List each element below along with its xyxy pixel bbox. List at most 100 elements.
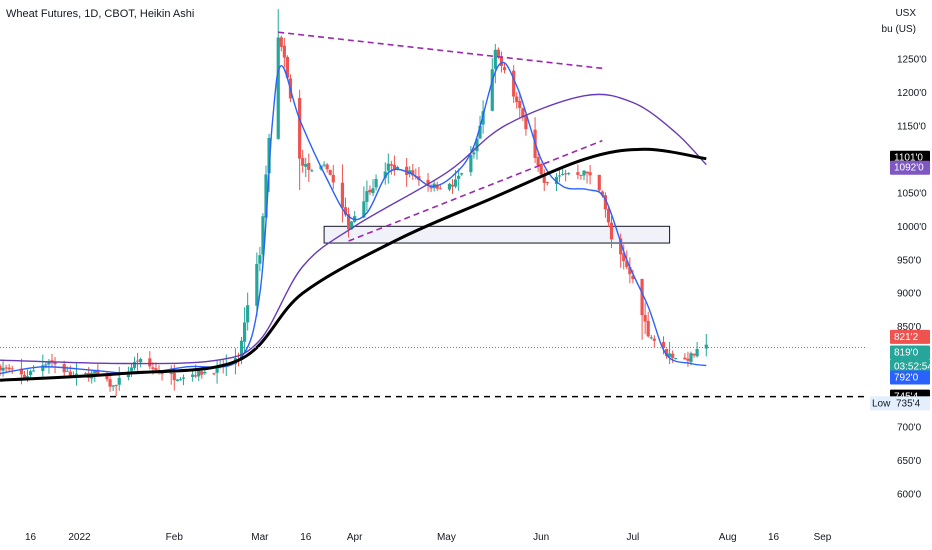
candle-body <box>197 370 201 377</box>
time-tick-label: 2022 <box>68 532 91 543</box>
candle-body <box>365 191 369 202</box>
countdown-tag-bg <box>890 359 930 374</box>
moving-averages-layer <box>0 61 707 382</box>
low-marker: Low 735'4 <box>870 396 930 411</box>
price-tick-label: 600'0 <box>897 490 922 501</box>
candle-body <box>429 186 433 189</box>
low-label: Low <box>872 398 891 409</box>
time-axis: 16 2022 Feb Mar 16 Apr May Jun Jul Aug 16 Sep <box>25 532 832 543</box>
candle-body <box>383 171 387 178</box>
candle-body <box>524 116 528 130</box>
candle-body <box>499 56 504 67</box>
time-tick-label: May <box>437 532 456 543</box>
candle-body <box>652 338 656 341</box>
time-tick-label: 16 <box>25 532 37 543</box>
countdown-tag-text: 03:52:54 <box>894 361 932 372</box>
candle-body <box>151 367 155 369</box>
candle-body <box>539 164 543 175</box>
price-tick-label: 700'0 <box>897 423 922 434</box>
candle-body <box>472 152 476 155</box>
candle-body <box>557 175 562 177</box>
price-tag-fast-ma: 792'0 <box>890 370 930 385</box>
candle-body <box>405 166 409 176</box>
time-tick-label: 16 <box>300 532 312 543</box>
candle-body <box>114 384 118 387</box>
mid-ma-line <box>0 93 707 365</box>
slow-ma-line <box>0 147 707 382</box>
candle-body <box>172 372 176 381</box>
candle-body <box>411 170 415 176</box>
candle-body <box>328 169 332 175</box>
candle-body <box>628 267 632 275</box>
time-tick-label: Sep <box>814 532 832 543</box>
candle-body <box>606 208 611 223</box>
candle-body <box>340 182 345 208</box>
candle-body <box>307 163 311 170</box>
candle-body <box>68 371 72 376</box>
candle-body <box>386 163 390 171</box>
candle-body <box>490 69 494 111</box>
candle-body <box>322 164 326 166</box>
candle-body <box>554 176 559 184</box>
countdown-tag: 03:52:54 <box>890 359 932 374</box>
candle-body <box>622 253 626 262</box>
price-tag-mid-ma-bg <box>890 160 930 175</box>
candle-body <box>661 342 666 348</box>
candle-body <box>683 357 687 360</box>
candle-body <box>478 125 482 139</box>
candle-body <box>28 371 33 376</box>
candles-layer <box>0 9 708 397</box>
candle-body <box>603 195 607 210</box>
candle-body <box>469 155 473 173</box>
trendline <box>348 139 603 242</box>
candle-body <box>686 358 690 361</box>
candle-body <box>117 377 121 385</box>
candle-body <box>567 173 571 175</box>
candle-body <box>350 221 354 230</box>
candle-body <box>0 365 2 371</box>
candle-body <box>246 305 250 323</box>
price-tick-label: 1050'0 <box>897 188 927 199</box>
candle-body <box>84 373 88 375</box>
candle-body <box>264 174 268 218</box>
candle-body <box>346 214 351 230</box>
candle-body <box>521 108 525 118</box>
candle-body <box>453 179 458 187</box>
candle-body <box>643 314 647 322</box>
time-tick-label: Feb <box>166 532 184 543</box>
price-tag-high: 821'2 <box>890 329 930 344</box>
candle-body <box>689 353 693 362</box>
candle-body <box>215 366 219 373</box>
candle-body <box>255 263 259 306</box>
candle-body <box>191 374 195 377</box>
candle-body <box>203 371 207 374</box>
candle-body <box>169 373 173 375</box>
price-tick-label: 850'0 <box>897 322 922 333</box>
candle-body <box>310 170 314 172</box>
price-tag-fast-ma-bg <box>890 370 930 385</box>
candle-body <box>129 367 134 371</box>
price-tick-label: 1150'0 <box>897 121 926 132</box>
candle-body <box>258 255 262 264</box>
time-tick-label: Aug <box>719 532 737 543</box>
candle-body <box>111 385 115 387</box>
price-tags-layer: 1101'01092'0821'2819'003:52:54792'0745'4… <box>870 150 932 411</box>
candle-body <box>154 368 158 371</box>
candle-body <box>392 164 397 171</box>
candle-body <box>515 96 519 103</box>
candle-body <box>564 173 568 175</box>
time-tick-label: Mar <box>251 532 269 543</box>
time-tick-label: Jun <box>533 532 549 543</box>
annotation-overlay <box>0 31 865 398</box>
candle-body <box>243 322 247 342</box>
candle-body <box>447 183 452 190</box>
price-tick-label: 650'0 <box>897 456 922 467</box>
candle-body <box>132 361 137 368</box>
candle-body <box>502 67 507 71</box>
candle-body <box>194 375 198 377</box>
price-tick-label: 1250'0 <box>897 55 927 66</box>
price-tag-last-text: 819'0 <box>894 347 919 358</box>
candle-body <box>7 367 11 370</box>
price-tag-last-bg <box>890 345 930 360</box>
